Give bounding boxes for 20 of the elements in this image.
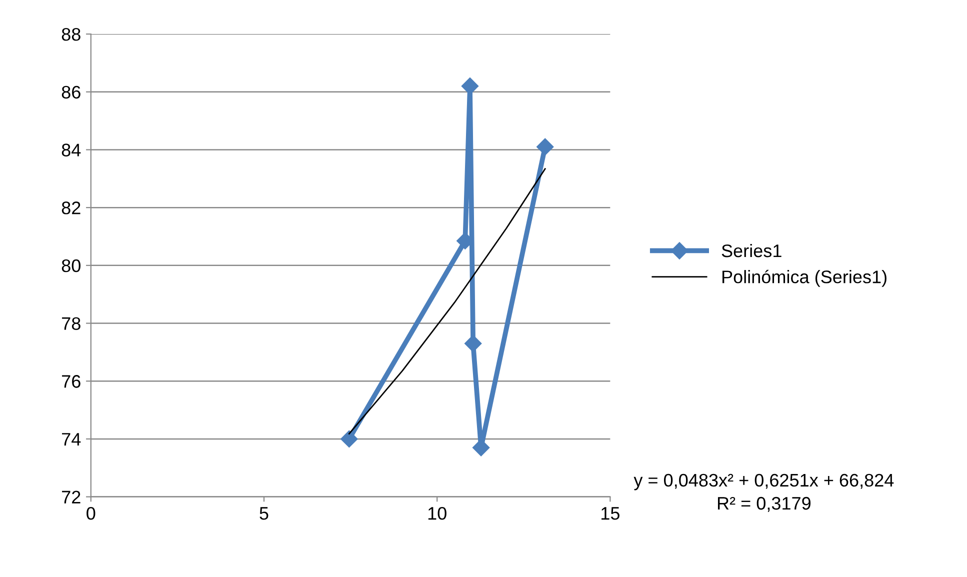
- point: [340, 430, 358, 448]
- y-tick-label: 74: [62, 433, 81, 446]
- legend-label: Polinómica (Series1): [722, 270, 886, 287]
- point: [536, 138, 554, 156]
- y-tick-label: 86: [62, 86, 80, 99]
- x-tick-label: 0: [86, 506, 96, 520]
- legend-label: Series1: [722, 244, 782, 258]
- y-tick-label: 72: [62, 490, 80, 504]
- text: y = 0,0483x² + 0,6251x + 66,824: [634, 474, 894, 490]
- x-tick-label: 5: [260, 507, 268, 520]
- y-tick-label: 78: [62, 317, 80, 330]
- y-tick-label: 88: [62, 28, 80, 41]
- text: R² = 0,3179: [718, 496, 811, 512]
- y-tick-label: 76: [62, 375, 80, 388]
- y-tick-label: 80: [62, 259, 80, 272]
- point: [464, 334, 482, 352]
- y-tick-label: 84: [62, 144, 81, 156]
- y-tick-label: 82: [62, 202, 80, 214]
- x-tick-label: 10: [428, 506, 446, 520]
- x-tick-label: 15: [602, 507, 620, 520]
